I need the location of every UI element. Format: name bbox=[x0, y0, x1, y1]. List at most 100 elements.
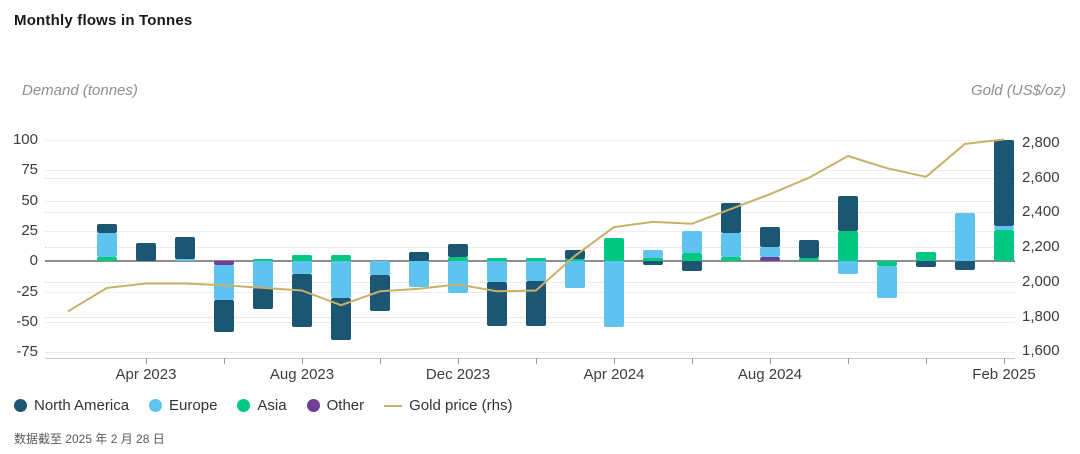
legend-item: North America bbox=[14, 397, 129, 414]
chart-legend: North America Europe Asia Other Gold price (… bbox=[14, 397, 512, 414]
x-axis-label: Aug 2024 bbox=[737, 366, 803, 383]
bar-segment bbox=[448, 261, 468, 293]
legend-label: Europe bbox=[169, 397, 218, 414]
bar-segment bbox=[565, 250, 585, 259]
y-axis-label-left: 50 bbox=[21, 191, 38, 209]
bar-segment bbox=[604, 261, 624, 327]
legend-label: North America bbox=[34, 397, 130, 414]
bar-segment bbox=[760, 227, 780, 247]
y-axis-label-left: -25 bbox=[16, 282, 38, 300]
gridline bbox=[45, 200, 1015, 202]
bar-segment bbox=[97, 256, 117, 262]
bar-segment bbox=[136, 243, 156, 262]
gridline bbox=[45, 140, 1015, 142]
bar-segment bbox=[994, 140, 1014, 227]
x-axis-tick bbox=[536, 358, 537, 364]
bar-segment bbox=[292, 273, 312, 327]
x-axis-tick bbox=[1004, 358, 1005, 364]
bar-segment bbox=[682, 261, 702, 272]
bar-segment bbox=[916, 261, 936, 268]
bar-segment bbox=[643, 261, 663, 266]
legend-label: Other bbox=[326, 397, 365, 414]
bar-segment bbox=[370, 261, 390, 275]
bar-segment bbox=[838, 231, 858, 262]
bar-segment bbox=[331, 261, 351, 298]
x-axis-tick bbox=[848, 358, 849, 364]
y-axis-label-left: -75 bbox=[16, 343, 38, 361]
bar-segment bbox=[721, 256, 741, 262]
y-axis-label-right: 2,600 bbox=[1022, 168, 1060, 186]
gridline bbox=[45, 170, 1015, 172]
x-axis-tick bbox=[926, 358, 927, 364]
bar-segment bbox=[799, 239, 819, 258]
bar-segment bbox=[994, 229, 1014, 262]
legend-label: Gold price (rhs) bbox=[409, 397, 513, 414]
x-axis-tick bbox=[302, 358, 303, 364]
bar-segment bbox=[487, 282, 507, 326]
bar-segment bbox=[682, 231, 702, 253]
y-axis-label-right: 2,400 bbox=[1022, 203, 1060, 221]
bar-segment bbox=[409, 251, 429, 262]
x-axis-tick bbox=[614, 358, 615, 364]
bar-segment bbox=[97, 233, 117, 257]
legend-item: Asia bbox=[237, 397, 287, 414]
x-axis-label: Feb 2025 bbox=[972, 366, 1036, 383]
x-axis-label: Apr 2023 bbox=[115, 366, 177, 383]
x-axis-tick bbox=[770, 358, 771, 364]
bar-segment bbox=[721, 233, 741, 257]
bar-segment bbox=[175, 237, 195, 259]
bar-segment bbox=[760, 246, 780, 257]
bar-segment bbox=[292, 261, 312, 274]
x-axis-label: Dec 2023 bbox=[425, 366, 491, 383]
x-axis-tick bbox=[692, 358, 693, 364]
bar-segment bbox=[214, 265, 234, 301]
gridline bbox=[45, 352, 1015, 354]
y-axis-label-right: 2,000 bbox=[1022, 272, 1060, 290]
y-axis-label-right: 2,800 bbox=[1022, 134, 1060, 151]
bar-segment bbox=[253, 261, 273, 289]
gridline bbox=[45, 231, 1015, 233]
bar-segment bbox=[760, 256, 780, 262]
x-axis-label: Apr 2024 bbox=[583, 366, 645, 383]
bar-segment bbox=[526, 280, 546, 326]
footer-note: 数据截至 2025 年 2 月 28 日 bbox=[14, 432, 165, 446]
legend-dot bbox=[237, 399, 251, 412]
x-axis-tick bbox=[458, 358, 459, 364]
gridline-dotted bbox=[45, 177, 1015, 179]
bar-segment bbox=[838, 195, 858, 232]
bar-segment bbox=[448, 244, 468, 257]
bar-segment bbox=[799, 257, 819, 262]
bar-segment bbox=[97, 223, 117, 234]
legend-item: Gold price (rhs) bbox=[384, 397, 512, 414]
gridline-dotted bbox=[45, 212, 1015, 214]
bar-segment bbox=[370, 274, 390, 312]
chart-title: Monthly flows in Tonnes bbox=[14, 12, 193, 29]
bar-segment bbox=[409, 261, 429, 287]
bar-segment bbox=[643, 250, 663, 258]
y-axis-label-left: 100 bbox=[12, 131, 38, 149]
bar-segment bbox=[487, 261, 507, 282]
bar-segment bbox=[877, 266, 897, 298]
x-axis-tick bbox=[146, 358, 147, 364]
y-axis-label-left: -50 bbox=[16, 313, 38, 331]
y-axis-label-right: 2,200 bbox=[1022, 238, 1060, 256]
legend-item: Other bbox=[306, 397, 365, 414]
bar-segment bbox=[955, 261, 975, 270]
y-axis-label-right: 1,600 bbox=[1022, 342, 1060, 360]
x-axis-line bbox=[45, 358, 1015, 359]
legend-dot bbox=[14, 399, 27, 412]
y-axis-label-left: 75 bbox=[21, 161, 38, 179]
y-axis-label-left: 0 bbox=[29, 252, 38, 270]
right-axis-caption: Gold (US$/oz) bbox=[970, 82, 1066, 99]
y-axis-label-right: 1,800 bbox=[1022, 307, 1060, 325]
x-axis-label: Aug 2023 bbox=[269, 366, 335, 383]
legend-dot bbox=[306, 399, 320, 412]
legend-item: Europe bbox=[149, 397, 217, 414]
legend-line-swatch bbox=[384, 404, 403, 407]
bar-segment bbox=[721, 203, 741, 234]
legend-dot bbox=[149, 399, 163, 412]
bar-segment bbox=[916, 251, 936, 262]
bar-segment bbox=[526, 261, 546, 281]
bar-segment bbox=[838, 261, 858, 274]
